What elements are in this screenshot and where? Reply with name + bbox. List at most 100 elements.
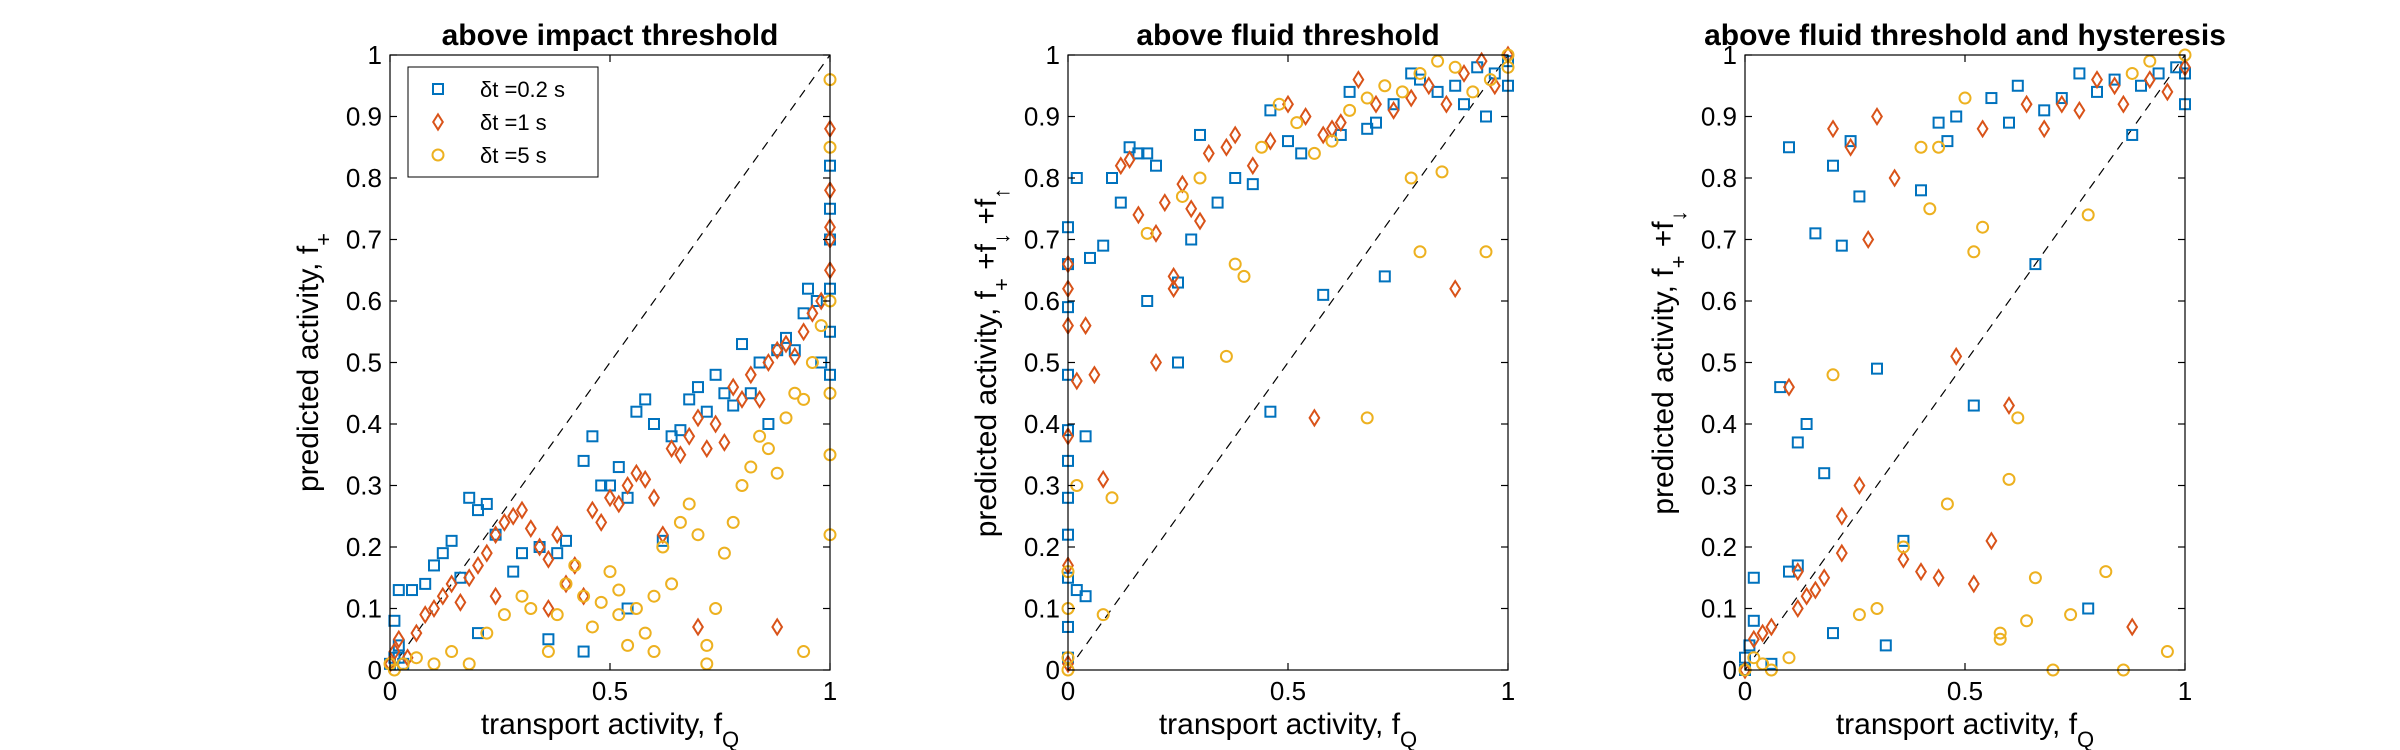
data-point: [700, 405, 713, 418]
data-point: [647, 589, 661, 603]
data-point: [1299, 107, 1312, 126]
data-point: [436, 586, 449, 606]
data-point: [2020, 614, 2034, 628]
data-point: [1334, 113, 1347, 133]
data-point: [1097, 239, 1110, 252]
y-tick-label: 1: [1723, 40, 1737, 70]
data-point: [1448, 60, 1462, 74]
data-point: [2003, 396, 2015, 416]
data-point: [1405, 67, 1418, 80]
data-point: [1325, 134, 1339, 148]
data-point: [736, 338, 748, 351]
data-point: [612, 494, 625, 514]
data-point: [1096, 608, 1110, 622]
data-point: [1782, 651, 1796, 665]
data-point: [665, 439, 678, 459]
y-tick-label: 0.5: [1701, 348, 1737, 378]
data-point: [1413, 66, 1427, 80]
data-point: [1800, 586, 1813, 606]
y-tick-label: 0.5: [346, 348, 382, 378]
data-point: [691, 528, 705, 542]
data-point: [1449, 279, 1462, 299]
data-point: [1246, 156, 1259, 176]
data-point: [472, 555, 484, 575]
data-point: [1747, 651, 1761, 665]
data-point: [1896, 540, 1910, 554]
y-tick-label: 0.3: [1024, 471, 1060, 501]
data-point: [1079, 430, 1092, 443]
data-point: [1791, 559, 1804, 572]
series-diamond: [384, 119, 836, 674]
data-point: [630, 463, 643, 483]
x-tick-label: 0: [1738, 676, 1752, 706]
chart-panel-2: 0 0.1 0.2 0.3 0.4 0.5 0.6 0.7 0.8 0.9 1 0 0.5 1 above …: [970, 19, 1515, 750]
data-point: [1404, 171, 1418, 185]
data-point: [1193, 171, 1207, 185]
data-point: [507, 506, 520, 526]
data-point: [1370, 94, 1382, 114]
data-point: [1361, 122, 1374, 135]
data-point: [1985, 531, 1998, 551]
data-point: [462, 657, 476, 671]
data-point: [2073, 67, 2086, 80]
data-point: [621, 602, 634, 615]
data-point: [612, 583, 626, 597]
data-point: [753, 389, 766, 409]
data-point: [1237, 269, 1251, 283]
data-point: [1844, 135, 1857, 148]
data-point: [629, 602, 643, 615]
data-point: [1141, 295, 1154, 307]
y-tick-label: 1: [1046, 40, 1060, 70]
data-point: [2160, 645, 2174, 659]
x-tick-label: 0: [1061, 676, 1075, 706]
data-point: [674, 424, 687, 437]
data-point: [656, 534, 669, 547]
data-point: [665, 577, 679, 591]
data-point: [480, 626, 494, 640]
data-point: [1070, 584, 1083, 597]
data-point: [445, 574, 458, 594]
data-point: [1228, 257, 1242, 271]
y-axis-label: predicted activity, f+: [292, 233, 336, 492]
data-point: [515, 589, 529, 603]
data-point: [1229, 125, 1242, 145]
data-point: [1295, 147, 1308, 160]
data-point: [445, 534, 458, 547]
data-point: [761, 442, 775, 456]
data-point: [542, 549, 555, 569]
legend-entry: δt =0.2 s: [480, 77, 565, 102]
data-point: [586, 430, 599, 443]
data-point: [1413, 245, 1427, 259]
data-point: [779, 411, 793, 425]
data-point: [472, 627, 484, 640]
chart-title: above fluid threshold: [1136, 19, 1439, 52]
data-point: [1747, 571, 1760, 584]
y-tick-label: 0.2: [1024, 532, 1060, 562]
data-point: [551, 525, 564, 545]
data-point: [780, 331, 792, 344]
data-point: [726, 515, 740, 529]
x-axis-label: transport activity, fQ: [481, 708, 739, 750]
data-point: [1976, 220, 1990, 234]
legend-marker: [432, 112, 444, 132]
data-point: [1915, 184, 1927, 197]
data-point: [1132, 147, 1145, 160]
y-tick-label: 0.4: [346, 409, 382, 439]
series-square: [1062, 55, 1514, 664]
data-point: [805, 356, 819, 369]
data-point: [595, 512, 608, 532]
data-point: [1360, 91, 1374, 105]
data-point: [692, 408, 704, 428]
data-point: [1132, 205, 1145, 225]
data-point: [577, 645, 590, 658]
data-point: [507, 565, 520, 578]
x-tick-label: 1: [1501, 676, 1515, 706]
data-point: [498, 512, 511, 532]
y-tick-label: 0.3: [1701, 471, 1737, 501]
data-point: [1747, 629, 1760, 649]
data-point: [436, 547, 449, 560]
data-point: [1246, 178, 1259, 191]
data-point: [753, 429, 767, 443]
data-point: [727, 399, 740, 412]
data-point: [1827, 627, 1839, 640]
